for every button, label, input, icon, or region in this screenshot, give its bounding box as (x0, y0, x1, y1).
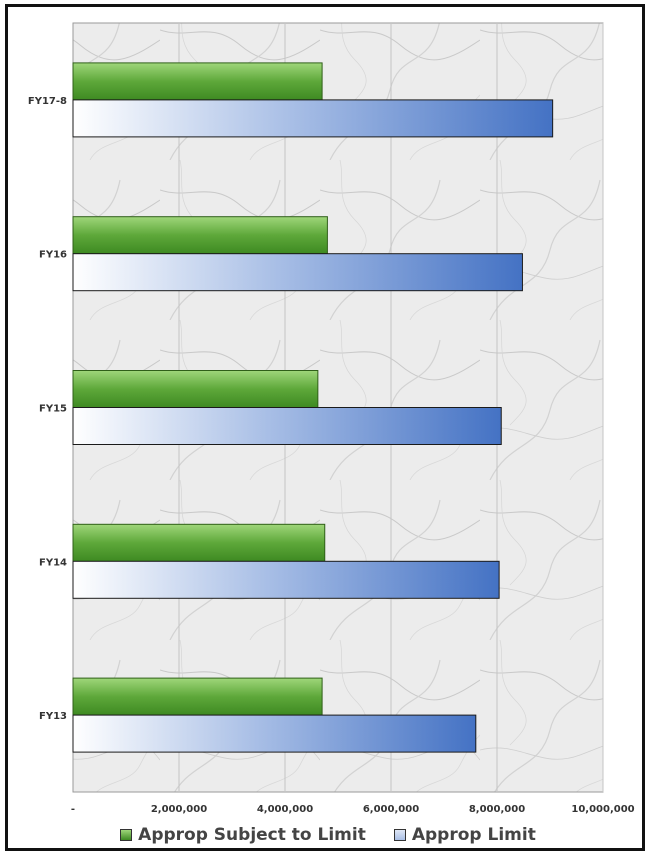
x-tick-label: - (71, 804, 75, 815)
y-category-label: FY16 (39, 250, 67, 261)
bar-approp-subject-to-limit (72, 523, 326, 562)
legend-item-approp-subject-to-limit: Approp Subject to Limit (120, 825, 366, 845)
x-tick-label: 6,000,000 (363, 804, 419, 815)
bar-approp-limit (72, 253, 523, 292)
bar-approp-limit (72, 714, 477, 753)
y-category-label: FY15 (39, 404, 67, 415)
y-category-label: FY14 (39, 557, 67, 568)
bar-approp-limit (72, 560, 500, 599)
legend-label: Approp Subject to Limit (138, 825, 366, 845)
x-tick-label: 8,000,000 (469, 804, 525, 815)
x-tick-label: 2,000,000 (151, 804, 207, 815)
x-tick-label: 4,000,000 (257, 804, 313, 815)
legend: Approp Subject to Limit Approp Limit (0, 822, 656, 848)
bars (72, 62, 554, 753)
bar-approp-subject-to-limit (72, 62, 323, 101)
y-category-label: FY13 (39, 711, 67, 722)
bar-approp-limit (72, 407, 502, 445)
legend-label: Approp Limit (411, 825, 536, 845)
legend-swatch-blue (393, 829, 406, 841)
legend-swatch-green (120, 829, 133, 841)
bar-approp-subject-to-limit (72, 677, 323, 716)
y-category-label: FY17-8 (28, 96, 67, 107)
x-tick-label: 10,000,000 (571, 804, 634, 815)
legend-item-approp-limit: Approp Limit (393, 825, 536, 845)
x-axis-labels: - 2,000,000 4,000,000 6,000,000 8,000,000 10,… (71, 804, 635, 815)
bar-approp-subject-to-limit (72, 370, 319, 408)
bar-approp-limit (72, 99, 554, 138)
y-axis-labels: FY17-8 FY16 FY15 FY14 FY13 (28, 96, 67, 722)
bar-approp-subject-to-limit (72, 216, 328, 255)
